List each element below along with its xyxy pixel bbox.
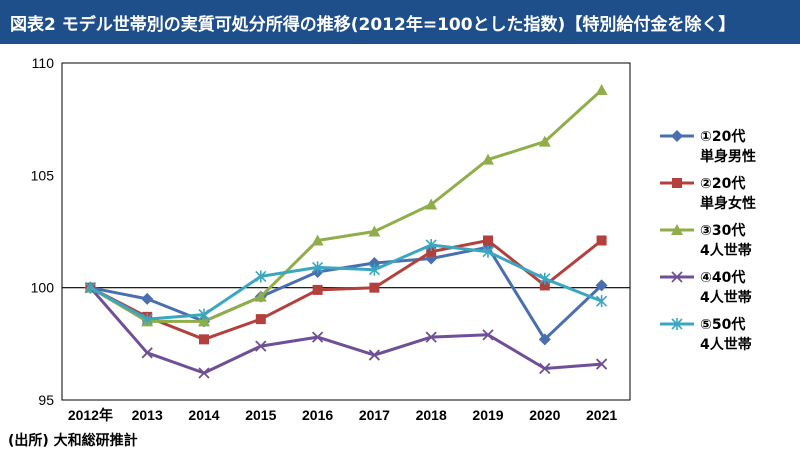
data-point bbox=[311, 234, 324, 246]
data-point bbox=[596, 295, 608, 308]
series-line bbox=[89, 243, 603, 321]
data-point bbox=[312, 261, 324, 274]
x-axis: 2012年 2013 2014 2015 2016 2017 2018 2019 2020 202… bbox=[68, 407, 618, 423]
data-point bbox=[312, 284, 323, 295]
y-tick-label: 110 bbox=[32, 55, 55, 71]
data-point bbox=[425, 238, 437, 251]
plot-area bbox=[61, 62, 631, 401]
data-point bbox=[671, 130, 683, 142]
legend-item: ⑤50代 4人世帯 bbox=[660, 316, 752, 353]
legend-label: ③30代 bbox=[700, 222, 745, 239]
x-tick-label: 2017 bbox=[359, 407, 390, 423]
data-point bbox=[595, 83, 608, 95]
data-point bbox=[425, 331, 437, 343]
series-star bbox=[84, 238, 608, 326]
legend-label: 単身男性 bbox=[700, 148, 756, 165]
data-point bbox=[369, 282, 380, 293]
legend-label: ①20代 bbox=[700, 128, 745, 145]
data-point bbox=[482, 153, 494, 165]
series-layer bbox=[84, 83, 608, 379]
data-point bbox=[84, 281, 96, 294]
legend-label: ⑤50代 bbox=[700, 316, 745, 333]
data-point bbox=[368, 349, 381, 361]
data-point bbox=[255, 340, 267, 352]
series-line bbox=[89, 239, 603, 341]
data-point bbox=[141, 313, 153, 326]
legend-item: ③30代 4人世帯 bbox=[660, 222, 752, 259]
data-point bbox=[141, 292, 154, 305]
title-bar: 図表2 モデル世帯別の実質可処分所得の推移(2012年=100とした指数)【特別… bbox=[0, 0, 800, 44]
data-point bbox=[425, 198, 438, 210]
chart-title: 図表2 モデル世帯別の実質可処分所得の推移(2012年=100とした指数)【特別… bbox=[10, 15, 736, 35]
data-point bbox=[539, 272, 551, 285]
x-tick-label: 2015 bbox=[245, 407, 276, 423]
data-point bbox=[198, 308, 210, 321]
data-point bbox=[141, 347, 153, 359]
data-point bbox=[255, 314, 266, 325]
series-line bbox=[89, 286, 602, 375]
y-tick-label: 100 bbox=[31, 280, 55, 296]
data-point bbox=[539, 362, 551, 375]
legend-label: ④40代 bbox=[700, 269, 745, 286]
x-tick-label: 2020 bbox=[529, 407, 560, 423]
x-tick-label: 2013 bbox=[132, 407, 163, 423]
y-tick-label: 95 bbox=[38, 392, 54, 408]
y-axis: 95 100 105 110 bbox=[31, 55, 55, 408]
data-point bbox=[311, 331, 324, 343]
x-tick-label: 2021 bbox=[586, 407, 617, 423]
legend-label: 4人世帯 bbox=[700, 242, 752, 259]
data-point bbox=[595, 358, 608, 370]
x-tick-label: 2016 bbox=[302, 407, 333, 423]
data-point bbox=[368, 225, 381, 237]
y-tick-label: 105 bbox=[31, 167, 55, 183]
data-point bbox=[483, 235, 493, 246]
data-point bbox=[255, 270, 267, 283]
data-point bbox=[672, 178, 682, 188]
source-note: (出所) 大和総研推計 bbox=[8, 433, 138, 449]
data-point bbox=[538, 333, 551, 346]
data-point bbox=[199, 334, 209, 345]
data-point bbox=[254, 290, 267, 302]
legend-label: 4人世帯 bbox=[700, 289, 752, 306]
x-tick-label: 2014 bbox=[188, 407, 219, 423]
legend-label: 4人世帯 bbox=[700, 336, 752, 353]
x-tick-label: 2019 bbox=[472, 407, 503, 423]
data-point bbox=[671, 318, 683, 330]
data-point bbox=[482, 329, 494, 341]
data-point bbox=[426, 246, 437, 257]
data-point bbox=[671, 271, 683, 283]
data-point bbox=[539, 280, 550, 291]
data-point bbox=[595, 279, 608, 292]
legend-label: 単身女性 bbox=[700, 195, 756, 212]
data-point bbox=[671, 224, 683, 235]
legend-label: ②20代 bbox=[700, 175, 745, 192]
data-point bbox=[198, 315, 210, 327]
data-point bbox=[482, 245, 494, 258]
x-tick-label: 2012年 bbox=[68, 407, 113, 423]
data-point bbox=[198, 367, 210, 379]
x-tick-label: 2018 bbox=[416, 407, 447, 423]
data-point bbox=[538, 135, 551, 147]
plot-frame bbox=[61, 62, 631, 401]
data-point bbox=[596, 235, 607, 246]
series-line bbox=[89, 88, 603, 323]
data-point bbox=[368, 263, 380, 276]
legend-item: ④40代 4人世帯 bbox=[660, 269, 752, 306]
